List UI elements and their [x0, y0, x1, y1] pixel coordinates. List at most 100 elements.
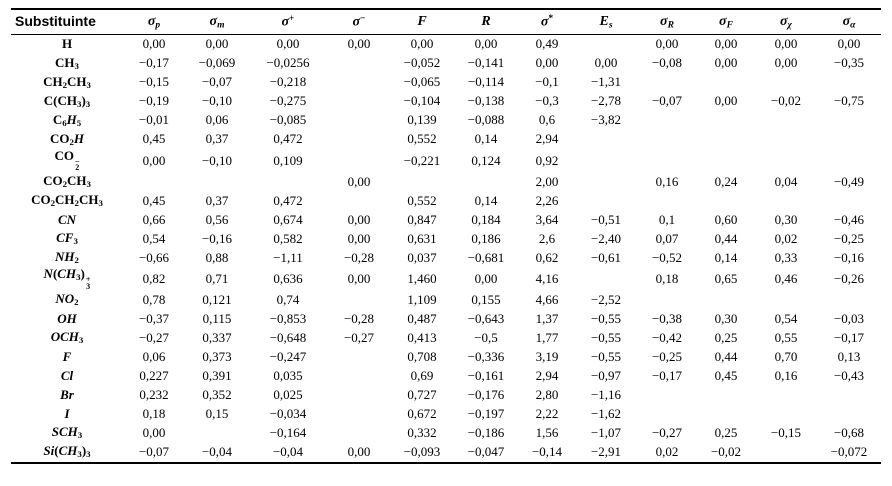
value-cell-sigma-plus: −0,04	[272, 443, 304, 459]
value-cell-sigma-p: 0,78	[142, 291, 166, 307]
value-cell-sigma-plus: −0,085	[269, 112, 307, 128]
substituent-name: Br	[60, 386, 74, 402]
value-cell-sigma-star: 0,92	[535, 152, 559, 168]
value-cell-R: 0,186	[471, 230, 501, 246]
value-cell-Es	[575, 191, 637, 210]
value-cell-sigma-chi: 0,46	[774, 270, 798, 286]
value-cell-sigma-R: 0,16	[655, 173, 679, 189]
value-cell-F: 0,708	[407, 348, 437, 364]
value-cell-sigma-p: 0,227	[139, 367, 169, 383]
value-cell-sigma-alpha	[817, 386, 881, 405]
value-cell-sigma-m: −0,10	[201, 93, 233, 109]
substituent-name: F	[62, 348, 72, 364]
value-cell-F: 1,460	[407, 270, 437, 286]
value-cell-sigma-R	[637, 149, 697, 172]
value-cell-sigma-m: 0,37	[205, 192, 229, 208]
value-cell-F: 0,413	[407, 329, 437, 345]
table-row: CO −2 0,00 −0,10 0,109 −0,221 0,124 0,92	[11, 148, 881, 173]
table-row: CF3 0,54 −0,16 0,582 0,00 0,631 0,186 2,6 −2,40 0…	[11, 229, 881, 248]
substituent-name: CO2CH3	[43, 172, 91, 190]
value-cell-sigma-alpha	[817, 291, 881, 310]
value-cell-F: 0,00	[410, 36, 434, 52]
value-cell-sigma-R	[637, 386, 697, 405]
value-cell-sigma-p: −0,15	[138, 74, 170, 90]
value-cell-sigma-star: 3,64	[535, 211, 559, 227]
value-cell-sigma-F: 0,00	[714, 55, 738, 71]
substituent-name: NO2	[55, 291, 79, 308]
value-cell-F: 0,631	[407, 230, 437, 246]
value-cell-sigma-F	[697, 386, 755, 405]
value-cell-sigma-plus	[249, 172, 327, 191]
value-cell-F: −0,065	[403, 74, 441, 90]
value-cell-sigma-p: 0,06	[142, 348, 166, 364]
value-cell-F: −0,093	[403, 443, 441, 459]
value-cell-sigma-p: −0,19	[138, 93, 170, 109]
value-cell-R: 0,00	[474, 36, 498, 52]
value-cell-sigma-p: 0,00	[142, 36, 166, 52]
value-cell-sigma-p: 0,45	[142, 131, 166, 147]
value-cell-sigma-minus	[327, 405, 391, 424]
value-cell-sigma-minus	[327, 367, 391, 386]
value-cell-R: 0,155	[471, 291, 501, 307]
value-cell-sigma-star: 4,66	[535, 291, 559, 307]
value-cell-sigma-chi: 0,02	[774, 230, 798, 246]
value-cell-sigma-minus	[327, 291, 391, 310]
value-cell-sigma-alpha: −0,35	[833, 55, 865, 71]
value-cell-sigma-m: −0,07	[201, 74, 233, 90]
value-cell-sigma-plus: −0,853	[269, 310, 307, 326]
value-cell-sigma-star: 1,37	[535, 310, 559, 326]
value-cell-sigma-minus	[327, 348, 391, 367]
value-cell-sigma-star: 2,00	[535, 173, 559, 189]
column-header-sigma-chi: σχ	[755, 9, 817, 35]
value-cell-Es: −0,61	[590, 249, 622, 265]
value-cell-F: −0,104	[403, 93, 441, 109]
value-cell-sigma-plus: 0,674	[273, 211, 303, 227]
table-row: I 0,18 0,15 −0,034 0,672 −0,197 2,22 −1,62	[11, 405, 881, 424]
value-cell-sigma-p: 0,54	[142, 230, 166, 246]
value-cell-sigma-star: 1,56	[535, 424, 559, 440]
substituent-name: CH2CH3	[43, 73, 91, 90]
substituent-name: H	[61, 36, 73, 52]
value-cell-R: −0,176	[467, 386, 505, 402]
table-row: OH −0,37 0,115 −0,853 −0,28 0,487 −0,643 1,37 −0…	[11, 310, 881, 329]
value-cell-sigma-m	[185, 172, 249, 191]
value-cell-sigma-plus: 0,00	[276, 36, 300, 52]
value-cell-sigma-plus: 0,109	[273, 152, 303, 168]
value-cell-sigma-F	[697, 149, 755, 172]
value-cell-sigma-m: 0,115	[202, 310, 232, 326]
value-cell-R: −0,186	[467, 424, 505, 440]
substituent-name: CO −2	[54, 148, 80, 173]
value-cell-sigma-alpha: −0,49	[833, 173, 865, 189]
value-cell-F: 0,487	[407, 310, 437, 326]
value-cell-sigma-m: 0,352	[202, 386, 232, 402]
value-cell-sigma-p: −0,27	[138, 329, 170, 345]
value-cell-sigma-plus: −0,0256	[266, 55, 310, 71]
value-cell-sigma-R: −0,52	[651, 249, 683, 265]
value-cell-sigma-minus: 0,00	[347, 211, 371, 227]
value-cell-sigma-alpha: 0,13	[837, 348, 861, 364]
value-cell-sigma-plus: −0,034	[269, 405, 307, 421]
value-cell-Es: −0,55	[590, 310, 622, 326]
table-body: H 0,00 0,00 0,00 0,00 0,00 0,00 0,49 0,00 0,00 0,0…	[11, 35, 881, 463]
column-header-sigma-F: σF	[697, 9, 755, 35]
value-cell-R	[453, 172, 519, 191]
value-cell-sigma-minus: −0,28	[343, 249, 375, 265]
value-cell-sigma-chi: 0,54	[774, 310, 798, 326]
substituent-name: Cl	[60, 367, 74, 383]
value-cell-sigma-R: −0,42	[651, 329, 683, 345]
value-cell-Es: −2,40	[590, 230, 622, 246]
value-cell-sigma-minus	[327, 92, 391, 111]
table-row: CO2CH2CH3 0,45 0,37 0,472 0,552 0,14 2,26	[11, 191, 881, 210]
value-cell-sigma-alpha: −0,072	[830, 443, 868, 459]
substituent-name: I	[64, 405, 70, 421]
value-cell-sigma-chi: 0,55	[774, 329, 798, 345]
value-cell-F: −0,221	[403, 152, 441, 168]
value-cell-sigma-p: 0,66	[142, 211, 166, 227]
value-cell-sigma-F	[697, 130, 755, 149]
value-cell-Es: −2,78	[590, 93, 622, 109]
value-cell-sigma-chi: 0,16	[774, 367, 798, 383]
value-cell-R: −0,336	[467, 348, 505, 364]
value-cell-sigma-m: −0,069	[198, 55, 236, 71]
